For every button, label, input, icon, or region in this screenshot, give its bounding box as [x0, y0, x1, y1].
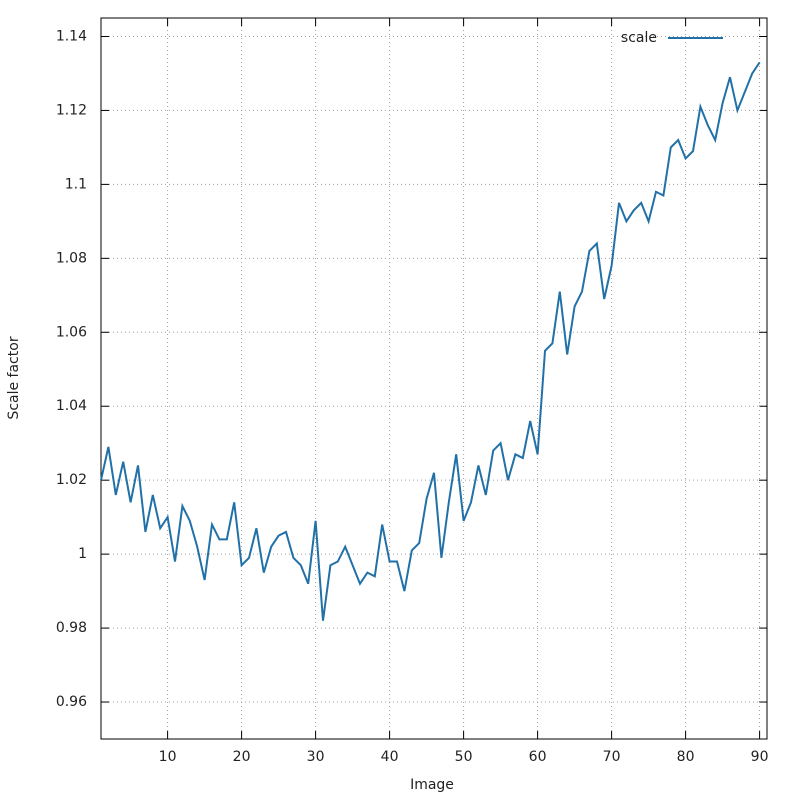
x-tick-label: 90 — [751, 749, 769, 765]
y-tick-label: 1.12 — [56, 102, 87, 118]
x-tick-label: 70 — [603, 749, 621, 765]
y-tick-label: 1.04 — [56, 398, 87, 414]
x-axis-label: Image — [410, 777, 454, 793]
y-tick-label: 0.98 — [56, 620, 87, 636]
x-tick-label: 20 — [233, 749, 251, 765]
y-axis-label: Scale factor — [6, 336, 22, 419]
plot-frame — [100, 17, 768, 740]
y-tick-label: 1 — [78, 546, 87, 562]
x-tick-label: 50 — [455, 749, 473, 765]
y-tick-label: 1.02 — [56, 472, 87, 488]
y-tick-label: 1.08 — [56, 250, 87, 266]
legend-label: scale — [621, 30, 657, 46]
x-tick-label: 60 — [529, 749, 547, 765]
data-line — [100, 61, 761, 621]
x-tick-label: 10 — [159, 749, 177, 765]
x-tick-label: 40 — [381, 749, 399, 765]
x-tick-label: 30 — [307, 749, 325, 765]
y-tick-label: 0.96 — [56, 694, 87, 710]
y-tick-label: 1.14 — [56, 28, 87, 44]
y-tick-label: 1.06 — [56, 324, 87, 340]
x-tick-label: 80 — [677, 749, 695, 765]
y-tick-label: 1.1 — [65, 176, 87, 192]
